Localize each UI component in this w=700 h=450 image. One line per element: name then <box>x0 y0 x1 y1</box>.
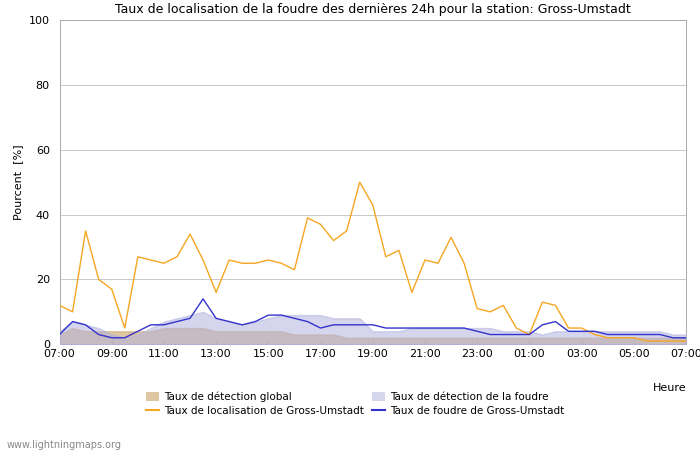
Y-axis label: Pourcent  [%]: Pourcent [%] <box>13 144 23 220</box>
Text: www.lightningmaps.org: www.lightningmaps.org <box>7 440 122 450</box>
Title: Taux de localisation de la foudre des dernières 24h pour la station: Gross-Umsta: Taux de localisation de la foudre des de… <box>115 3 631 16</box>
Text: Heure: Heure <box>652 383 686 393</box>
Legend: Taux de détection global, Taux de localisation de Gross-Umstadt, Taux de détecti: Taux de détection global, Taux de locali… <box>146 392 564 416</box>
